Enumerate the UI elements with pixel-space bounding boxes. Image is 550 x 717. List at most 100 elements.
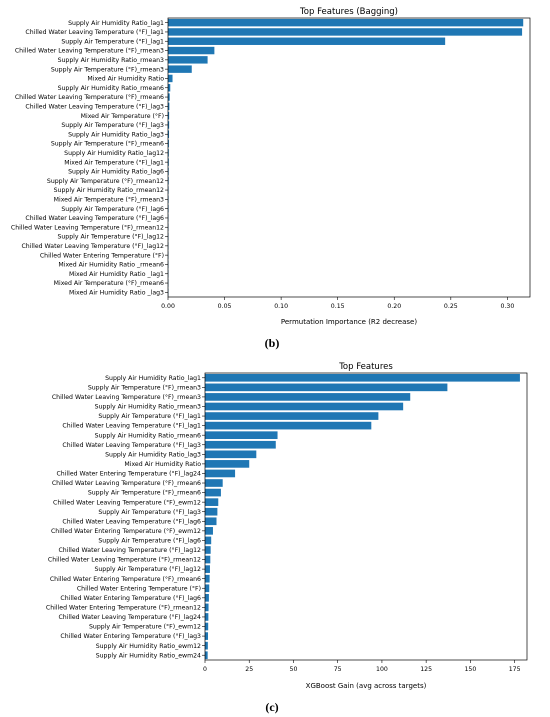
bar (168, 158, 169, 166)
bar (205, 412, 379, 420)
y-tick-label: Chilled Water Entering Temperature (°F)_… (56, 470, 201, 478)
y-tick-label: Supply Air Temperature (°F)_lag12 (94, 565, 201, 573)
x-tick-label: 0.30 (500, 303, 514, 310)
y-tick-label: Supply Air Temperature (°F)_rmean12 (47, 177, 164, 185)
bar (205, 431, 278, 440)
bar (205, 460, 250, 468)
x-tick-label: 75 (334, 666, 342, 673)
x-axis-label: Permutation Importance (R2 decrease) (281, 318, 417, 326)
y-tick-label: Supply Air Humidity Ratio_rmean6 (95, 432, 201, 439)
x-tick-label: 50 (290, 666, 298, 673)
bar (168, 56, 208, 64)
bar (205, 383, 448, 392)
y-tick-label: Chilled Water Entering Temperature (°F)_… (60, 632, 201, 640)
y-tick-label: Chilled Water Entering Temperature (°F)_… (50, 575, 201, 583)
bar (168, 139, 169, 148)
y-tick-label: Chilled Water Entering Temperature (°F) (77, 584, 201, 592)
bar (205, 641, 208, 650)
y-tick-label: Chilled Water Entering Temperature (°F)_… (60, 594, 201, 602)
y-tick-label: Supply Air Temperature (°F)_lag6 (61, 205, 164, 213)
y-tick-label: Supply Air Temperature (°F)_rmean3 (51, 65, 164, 73)
bar (205, 593, 209, 602)
y-tick-label: Chilled Water Leaving Temperature (°F)_l… (62, 422, 201, 430)
x-tick-label: 25 (245, 666, 253, 673)
chart-title: Top Features (Bagging) (299, 7, 398, 17)
bar (205, 527, 213, 535)
y-tick-label: Chilled Water Leaving Temperature (°F)_r… (15, 93, 164, 101)
y-tick-label: Chilled Water Leaving Temperature (°F)_l… (58, 546, 201, 554)
y-tick-label: Chilled Water Leaving Temperature (°F)_r… (15, 47, 164, 55)
bar (205, 622, 209, 631)
y-tick-label: Mixed Air Temperature (°F)_lag1 (64, 158, 164, 166)
x-tick-label: 0.10 (274, 303, 288, 310)
y-tick-label: Supply Air Humidity Ratio_lag6 (68, 169, 164, 176)
y-tick-label: Supply Air Temperature (°F)_lag3 (98, 508, 201, 516)
bar (205, 402, 404, 411)
y-tick-label: Supply Air Temperature (°F)_rmean6 (88, 489, 201, 497)
y-tick-label: Supply Air Temperature (°F)_lag1 (61, 37, 164, 45)
y-tick-label: Chilled Water Leaving Temperature (°F)_l… (58, 613, 201, 621)
bar (205, 469, 236, 478)
bar (205, 393, 411, 401)
panel-label-b: (b) (265, 336, 280, 350)
bar (168, 102, 170, 111)
bar (205, 613, 209, 621)
y-tick-label: Chilled Water Leaving Temperature (°F)_r… (11, 223, 164, 231)
chart-bagging: Top Features (Bagging) Supply Air Humidit… (11, 7, 531, 326)
y-tick-label: Chilled Water Leaving Temperature (°F)_r… (52, 479, 201, 487)
bar (168, 93, 170, 101)
bar (205, 373, 520, 382)
bar (205, 565, 210, 573)
bar (205, 632, 209, 640)
bar (205, 507, 218, 516)
bar (205, 421, 372, 430)
y-tick-label: Supply Air Humidity Ratio_lag1 (68, 20, 164, 27)
y-tick-label: Supply Air Humidity Ratio_rmean3 (95, 404, 201, 411)
y-tick-label: Chilled Water Leaving Temperature (°F)_l… (25, 214, 164, 222)
bar (168, 18, 524, 27)
y-tick-label: Supply Air Humidity Ratio_ewm12 (96, 643, 201, 650)
y-tick-label: Chilled Water Leaving Temperature (°F)_l… (21, 242, 164, 250)
x-tick-label: 125 (420, 666, 432, 673)
x-tick-label: 0.05 (218, 303, 232, 310)
y-tick-label: Chilled Water Leaving Temperature (°F)_l… (62, 517, 201, 525)
bar (205, 584, 210, 593)
y-tick-label: Mixed Air Humidity Ratio _lag1 (69, 271, 164, 278)
bar (205, 555, 211, 564)
x-tick-label: 150 (464, 666, 476, 673)
y-tick-label: Supply Air Temperature (°F)_lag1 (98, 412, 201, 420)
bar (168, 65, 192, 73)
y-tick-label: Supply Air Temperature (°F)_lag3 (61, 121, 164, 129)
x-tick-label: 0.00 (161, 303, 175, 310)
y-tick-label: Supply Air Temperature (°F)_rmean3 (88, 383, 201, 391)
bar (168, 111, 170, 120)
y-tick-label: Chilled Water Leaving Temperature (°F)_e… (53, 498, 201, 506)
y-tick-label: Chilled Water Leaving Temperature (°F)_l… (25, 102, 164, 110)
y-tick-label: Chilled Water Entering Temperature (°F) (40, 251, 164, 259)
chart-title: Top Features (338, 362, 393, 372)
x-tick-label: 0 (203, 666, 207, 673)
bar (168, 130, 170, 138)
bar (168, 28, 523, 36)
y-tick-label: Chilled Water Entering Temperature (°F)_… (46, 603, 201, 611)
bar (205, 488, 221, 497)
y-tick-label: Supply Air Temperature (°F)_ewm12 (89, 623, 201, 631)
bar (205, 450, 257, 459)
x-tick-label: 0.25 (444, 303, 458, 310)
bar (205, 536, 212, 545)
y-tick-label: Supply Air Temperature (°F)_lag12 (57, 233, 164, 241)
bar (168, 149, 169, 157)
bar (205, 498, 219, 506)
y-tick-label: Mixed Air Humidity Ratio _rmean6 (58, 262, 164, 269)
y-tick-label: Chilled Water Leaving Temperature (°F)_r… (52, 393, 201, 401)
y-tick-label: Supply Air Humidity Ratio_rmean6 (58, 85, 164, 92)
y-tick-label: Chilled Water Leaving Temperature (°F)_l… (62, 441, 201, 449)
bar (205, 517, 217, 526)
y-tick-label: Supply Air Temperature (°F)_rmean6 (51, 140, 164, 148)
y-tick-label: Chilled Water Leaving Temperature (°F)_r… (48, 556, 201, 564)
y-tick-label: Mixed Air Temperature (°F)_rmean6 (54, 279, 164, 287)
bar (205, 479, 223, 487)
x-axis-label: XGBoost Gain (avg across targets) (306, 682, 427, 690)
